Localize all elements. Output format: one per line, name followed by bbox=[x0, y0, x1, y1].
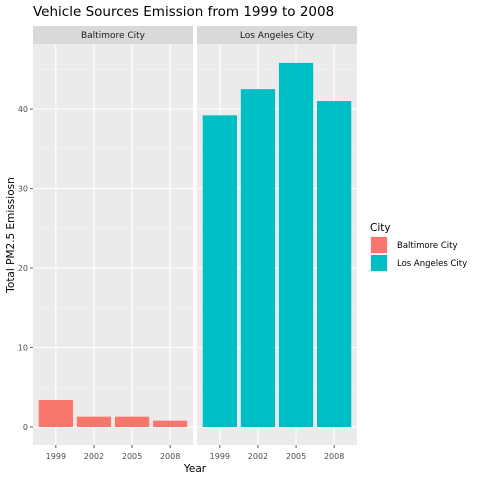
bar-los-angeles-city-2005 bbox=[278, 62, 314, 427]
strip-background bbox=[197, 26, 357, 44]
legend: City Baltimore City Los Angeles City bbox=[370, 222, 467, 272]
legend-label-baltimore: Baltimore City bbox=[397, 241, 457, 251]
bar-baltimore-city-2002 bbox=[76, 416, 112, 427]
legend-label-los-angeles: Los Angeles City bbox=[397, 259, 467, 269]
facet-panel-baltimore: Baltimore City bbox=[33, 26, 193, 445]
y-tick-label: 40 bbox=[18, 105, 28, 114]
panel-background bbox=[33, 44, 193, 445]
y-axis-title: Total PM2.5 Emissiosn bbox=[5, 177, 17, 293]
y-axis: 0 10 20 30 40 bbox=[18, 105, 33, 432]
chart-title: Vehicle Sources Emission from 1999 to 20… bbox=[33, 4, 334, 20]
x-tick-label: 2005 bbox=[286, 452, 306, 461]
strip-label: Los Angeles City bbox=[240, 31, 315, 41]
bar-baltimore-city-2005 bbox=[114, 416, 150, 427]
bar-baltimore-city-1999 bbox=[38, 399, 73, 427]
legend-key-los-angeles bbox=[371, 255, 387, 271]
bar-los-angeles-city-2002 bbox=[240, 89, 276, 427]
bar-los-angeles-city-2008 bbox=[317, 101, 352, 428]
x-tick-label: 2008 bbox=[160, 452, 180, 461]
strip-label: Baltimore City bbox=[81, 31, 146, 41]
x-tick-label: 2008 bbox=[324, 452, 344, 461]
y-tick-label: 20 bbox=[18, 264, 28, 273]
strip-background bbox=[33, 26, 193, 44]
y-tick-label: 10 bbox=[18, 344, 28, 353]
legend-key-baltimore bbox=[371, 237, 387, 253]
x-axis-title: Year bbox=[183, 463, 207, 475]
x-tick-label: 1999 bbox=[210, 452, 230, 461]
x-tick-label: 2002 bbox=[248, 452, 268, 461]
x-tick-label: 1999 bbox=[46, 452, 66, 461]
x-tick-label: 2002 bbox=[84, 452, 104, 461]
legend-title: City bbox=[370, 222, 391, 234]
bar-los-angeles-city-1999 bbox=[202, 115, 237, 428]
bar-baltimore-city-2008 bbox=[153, 420, 188, 427]
facet-panel-los-angeles: Los Angeles City bbox=[197, 26, 357, 445]
x-tick-label: 2005 bbox=[122, 452, 142, 461]
x-axis: 1999 2002 2005 2008 1999 2002 2005 2008 bbox=[46, 445, 344, 461]
y-tick-label: 0 bbox=[23, 423, 28, 432]
y-tick-label: 30 bbox=[18, 185, 28, 194]
